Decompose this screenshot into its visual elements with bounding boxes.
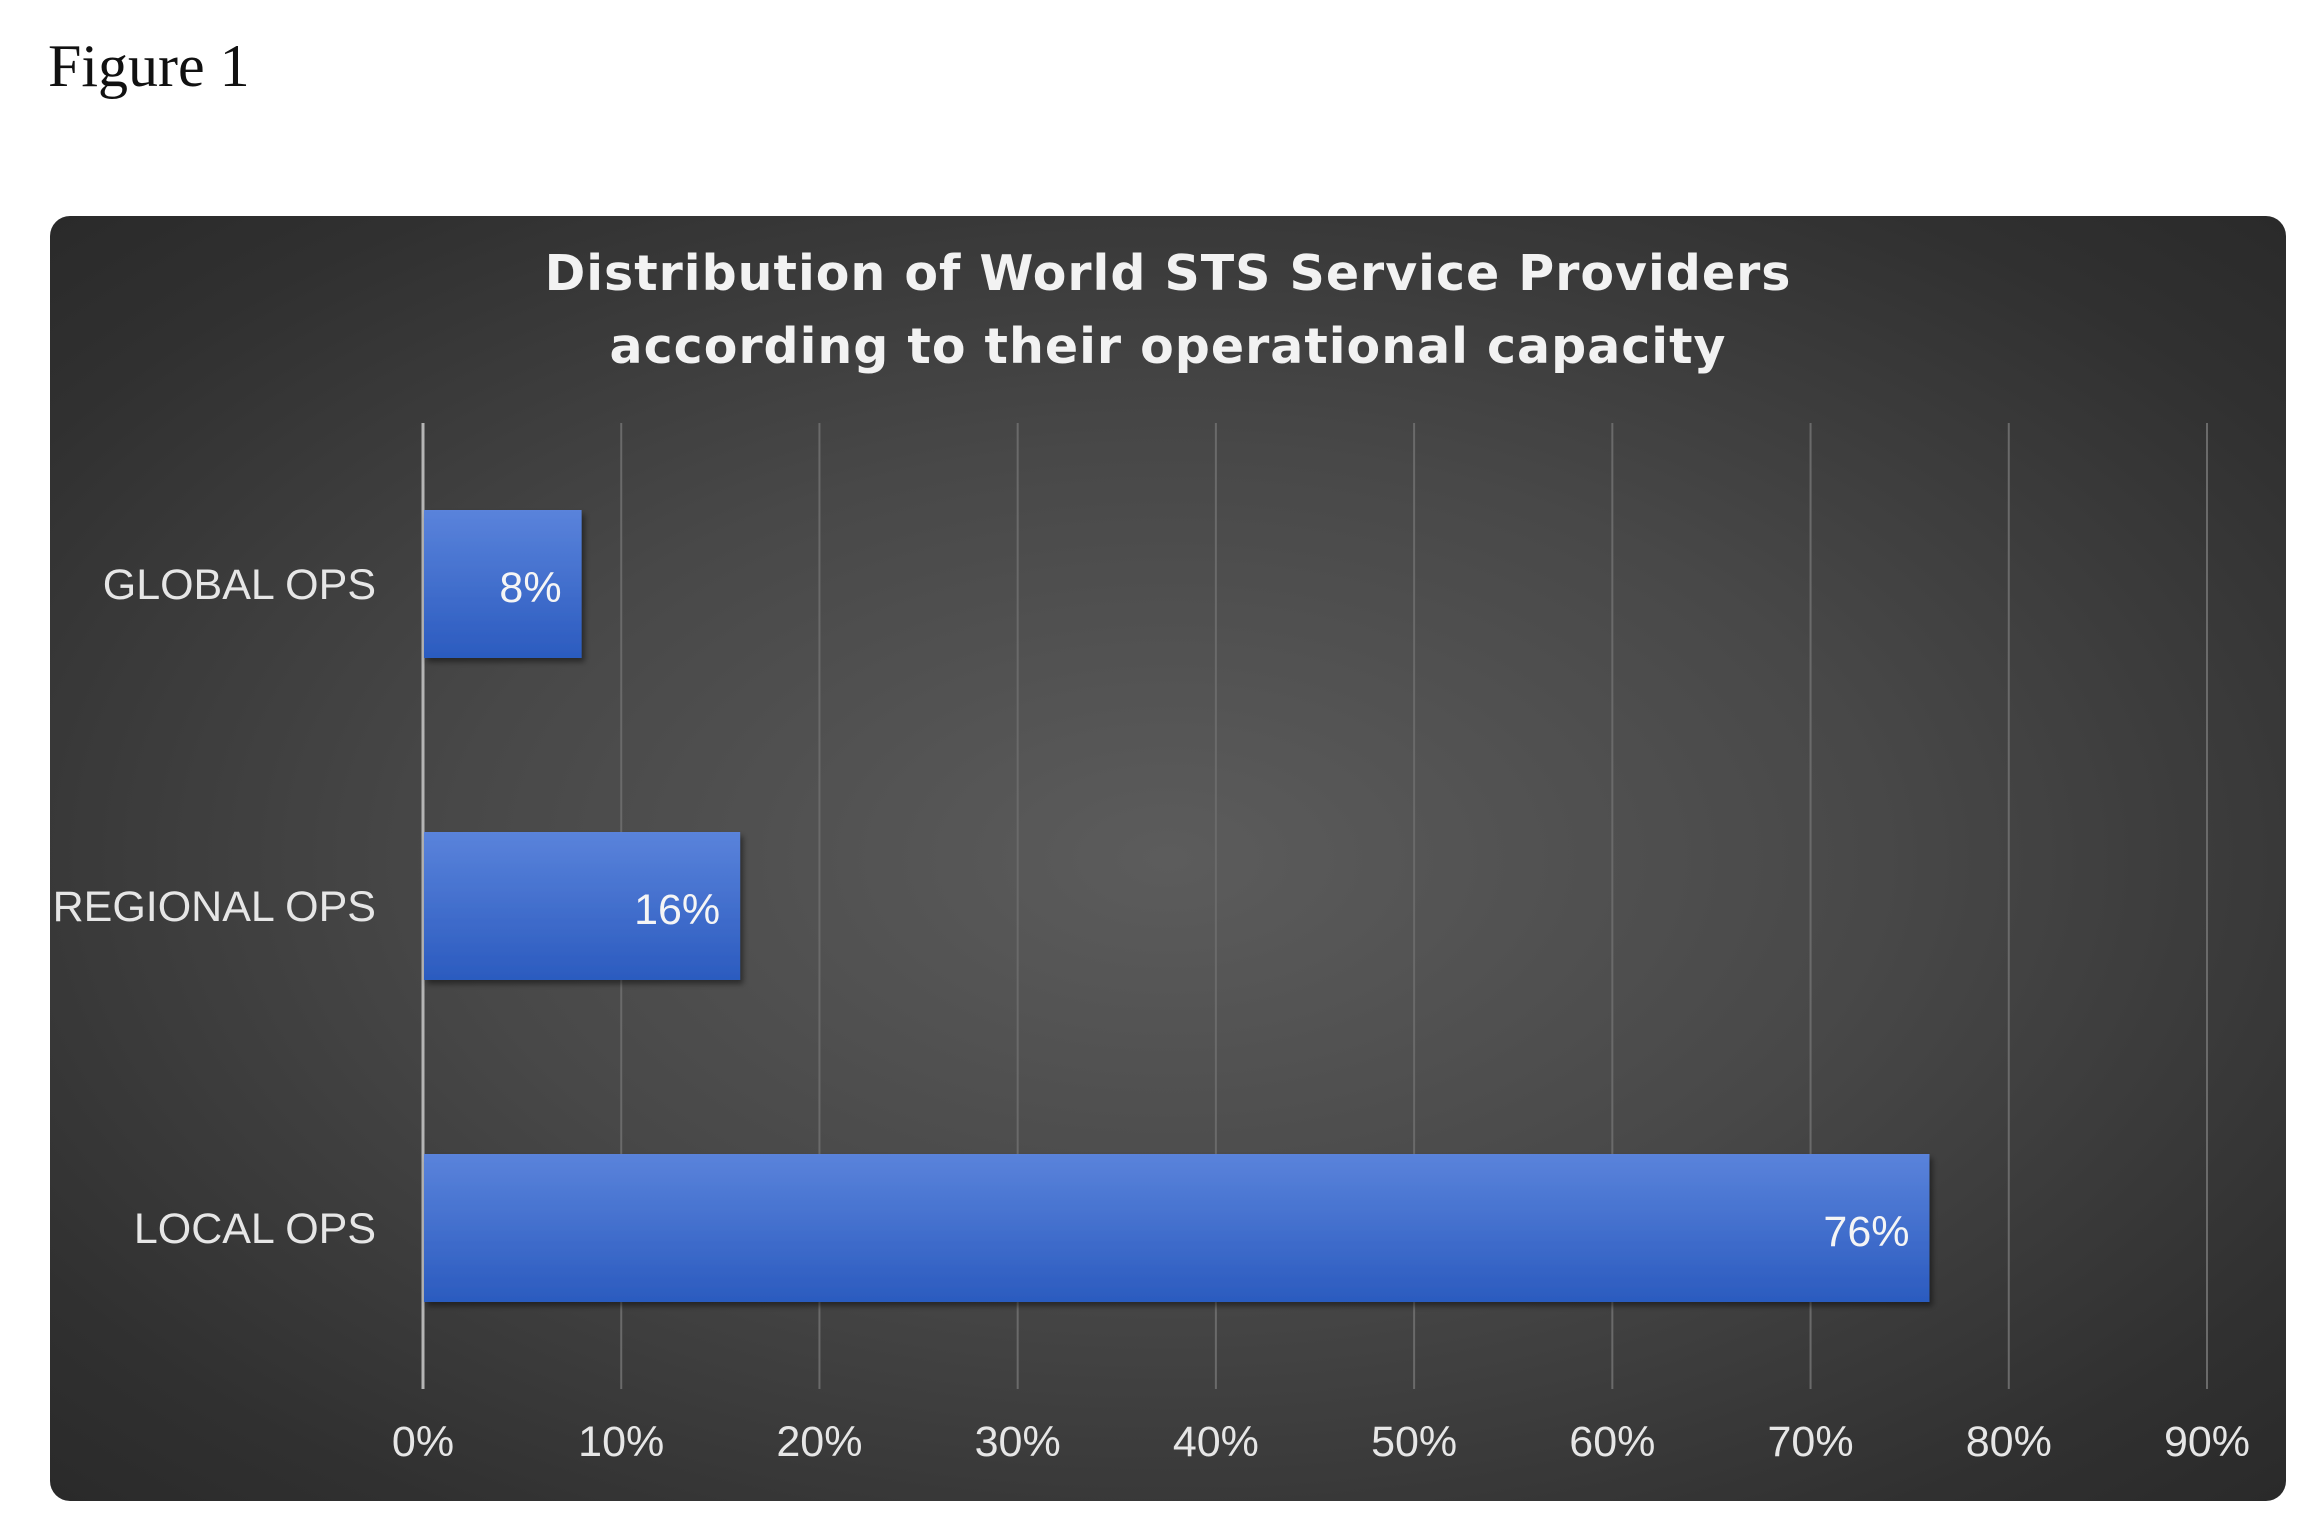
category-label-global-ops: GLOBAL OPS	[103, 561, 376, 609]
x-tick-label: 50%	[1371, 1418, 1457, 1466]
data-label-local-ops: 76%	[1823, 1208, 1909, 1256]
gridlines	[421, 423, 2208, 1389]
bar-chart: Distribution of World STS Service Provid…	[53, 245, 2250, 1466]
category-label-regional-ops: REGIONAL OPS	[53, 883, 376, 931]
x-tick-label: 0%	[392, 1418, 454, 1466]
figure-caption: Figure 1	[48, 33, 250, 99]
bar-local-ops	[424, 1154, 1930, 1302]
x-tick-label: 10%	[578, 1418, 664, 1466]
chart-title-line-2: according to their operational capacity	[610, 318, 1727, 375]
labels: 0% 10% 20% 30% 40% 50% 60% 70% 80% 90% GLOBAL OPS 8…	[53, 561, 2250, 1466]
chart-title-line-1: Distribution of World STS Service Provid…	[545, 245, 1792, 302]
bar-regional-ops	[424, 832, 741, 980]
chart-panel: Distribution of World STS Service Provid…	[50, 216, 2286, 1501]
x-tick-label: 20%	[776, 1418, 862, 1466]
bar-global-ops	[424, 510, 582, 658]
x-tick-label: 90%	[2164, 1418, 2250, 1466]
x-tick-label: 80%	[1966, 1418, 2052, 1466]
data-label-global-ops: 8%	[499, 564, 561, 612]
x-tick-label: 30%	[975, 1418, 1061, 1466]
category-label-local-ops: LOCAL OPS	[134, 1205, 376, 1253]
data-label-regional-ops: 16%	[634, 886, 720, 934]
x-tick-label: 40%	[1173, 1418, 1259, 1466]
x-tick-label: 70%	[1768, 1418, 1854, 1466]
bars	[424, 510, 1930, 1302]
x-tick-label: 60%	[1569, 1418, 1655, 1466]
